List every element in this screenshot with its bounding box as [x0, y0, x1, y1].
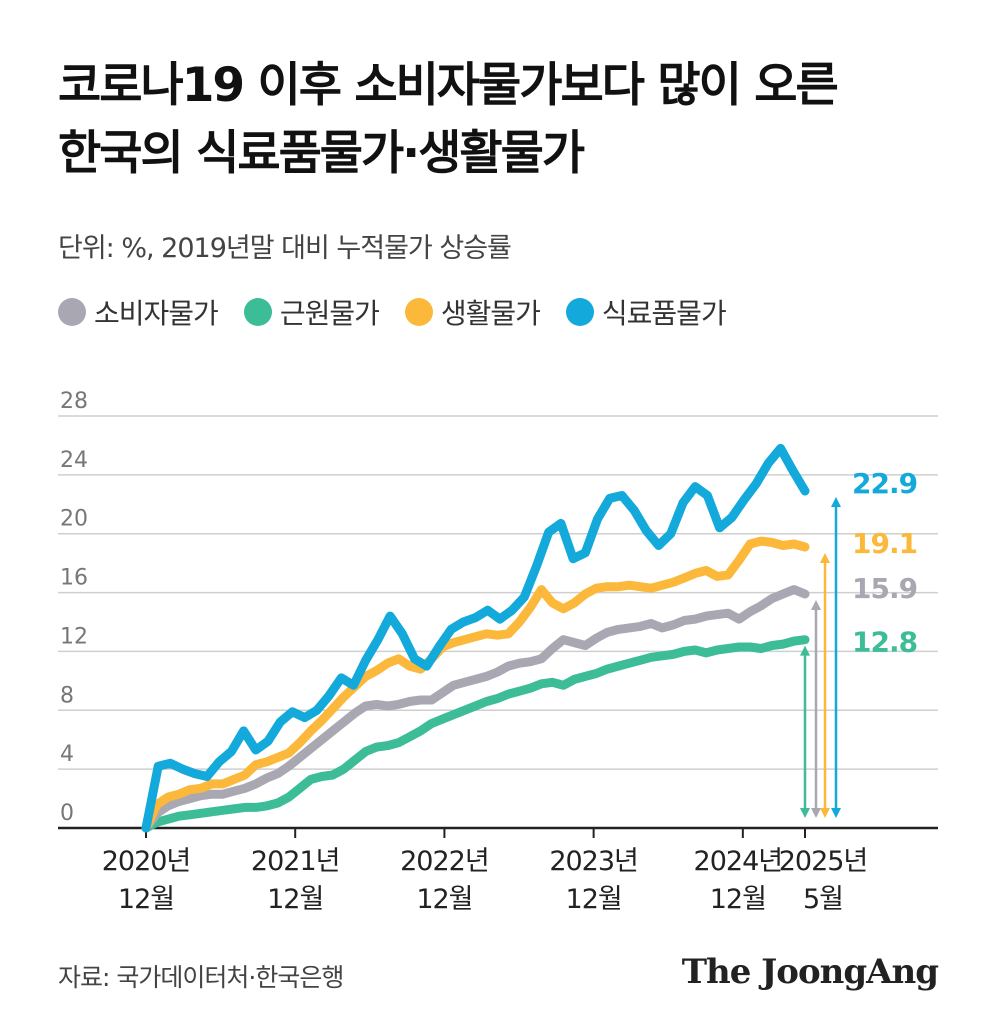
y-tick-label: 8 [60, 683, 74, 708]
x-tick-label-month: 12월 [710, 884, 766, 915]
x-tick-label-month: 12월 [566, 884, 622, 915]
x-tick-label-year: 2020년 [102, 846, 191, 877]
arrow-food-price-head-top [831, 497, 841, 508]
arrow-living-price-head-top [820, 552, 830, 563]
line-living-price [141, 536, 810, 833]
brand-logo: The JoongAng [681, 952, 939, 992]
line-food-price [141, 443, 810, 833]
arrow-core-price-head-top [800, 645, 810, 656]
y-tick-label: 4 [60, 742, 74, 767]
legend-swatch-core-price [243, 298, 272, 326]
legend-swatch-consumer-price [58, 298, 86, 326]
legend-label-food-price: 식료품물가 [601, 297, 727, 330]
legend-item-core-price: 근원물가 [243, 292, 380, 332]
source-note: 자료: 국가데이터처·한국은행 [58, 963, 344, 992]
y-tick-label: 0 [60, 801, 74, 826]
line-core-price [141, 635, 810, 833]
arrow-consumer-price-head-top [811, 600, 821, 611]
y-tick-label: 28 [60, 389, 88, 414]
end-label-food-price: 22.9 [852, 467, 917, 500]
legend-swatch-living-price [404, 298, 433, 326]
x-tick-label-month: 12월 [267, 884, 323, 915]
y-tick-label: 24 [60, 448, 88, 473]
y-tick-label: 16 [60, 566, 88, 591]
x-tick-label-month: 12월 [416, 884, 472, 915]
end-label-living-price: 19.1 [852, 527, 917, 560]
legend-label-consumer-price: 소비자물가 [94, 297, 219, 330]
legend-item-consumer-price: 소비자물가 [58, 292, 219, 332]
chart-title-line2: 한국의 식료품물가·생활물가 [58, 126, 585, 181]
legend-item-living-price: 생활물가 [404, 292, 541, 332]
legend-label-core-price: 근원물가 [279, 297, 380, 330]
unit-note: 단위: %, 2019년말 대비 누적물가 상승률 [58, 233, 512, 264]
y-tick-label: 20 [60, 507, 88, 532]
arrow-food-price-head-bottom [831, 808, 841, 818]
chart-title: 코로나19 이후 소비자물가보다 많이 오른 한국의 식료품물가·생활물가 [58, 52, 839, 188]
x-tick-label-year: 2021년 [251, 846, 340, 877]
arrow-consumer-price-head-bottom [811, 808, 821, 818]
x-tick-label-year: 2024년 [694, 846, 783, 877]
arrow-living-price-head-bottom [820, 808, 830, 818]
legend: 소비자물가 근원물가 생활물가 식료품물가 [58, 292, 727, 332]
y-tick-label: 12 [60, 624, 88, 649]
chart-title-line1: 코로나19 이후 소비자물가보다 많이 오른 [58, 58, 839, 113]
x-tick-label-year: 2023년 [549, 846, 638, 877]
x-tick-label-month: 5월 [803, 884, 843, 915]
line-consumer-price [141, 585, 810, 833]
legend-swatch-food-price [565, 298, 594, 326]
line-chart: 0 4 8 12 16 20 24 28 2020년 12월 2021년 12월 2022년 12월 202… [58, 389, 938, 915]
end-label-consumer-price: 15.9 [852, 572, 917, 605]
x-tick-label-year: 2025년 [779, 846, 868, 877]
x-tick-label-year: 2022년 [400, 846, 489, 877]
x-tick-label-month: 12월 [118, 884, 174, 915]
legend-label-living-price: 생활물가 [440, 297, 541, 330]
legend-item-food-price: 식료품물가 [565, 292, 727, 332]
arrow-core-price-head-bottom [800, 808, 810, 818]
end-label-core-price: 12.8 [852, 626, 917, 659]
